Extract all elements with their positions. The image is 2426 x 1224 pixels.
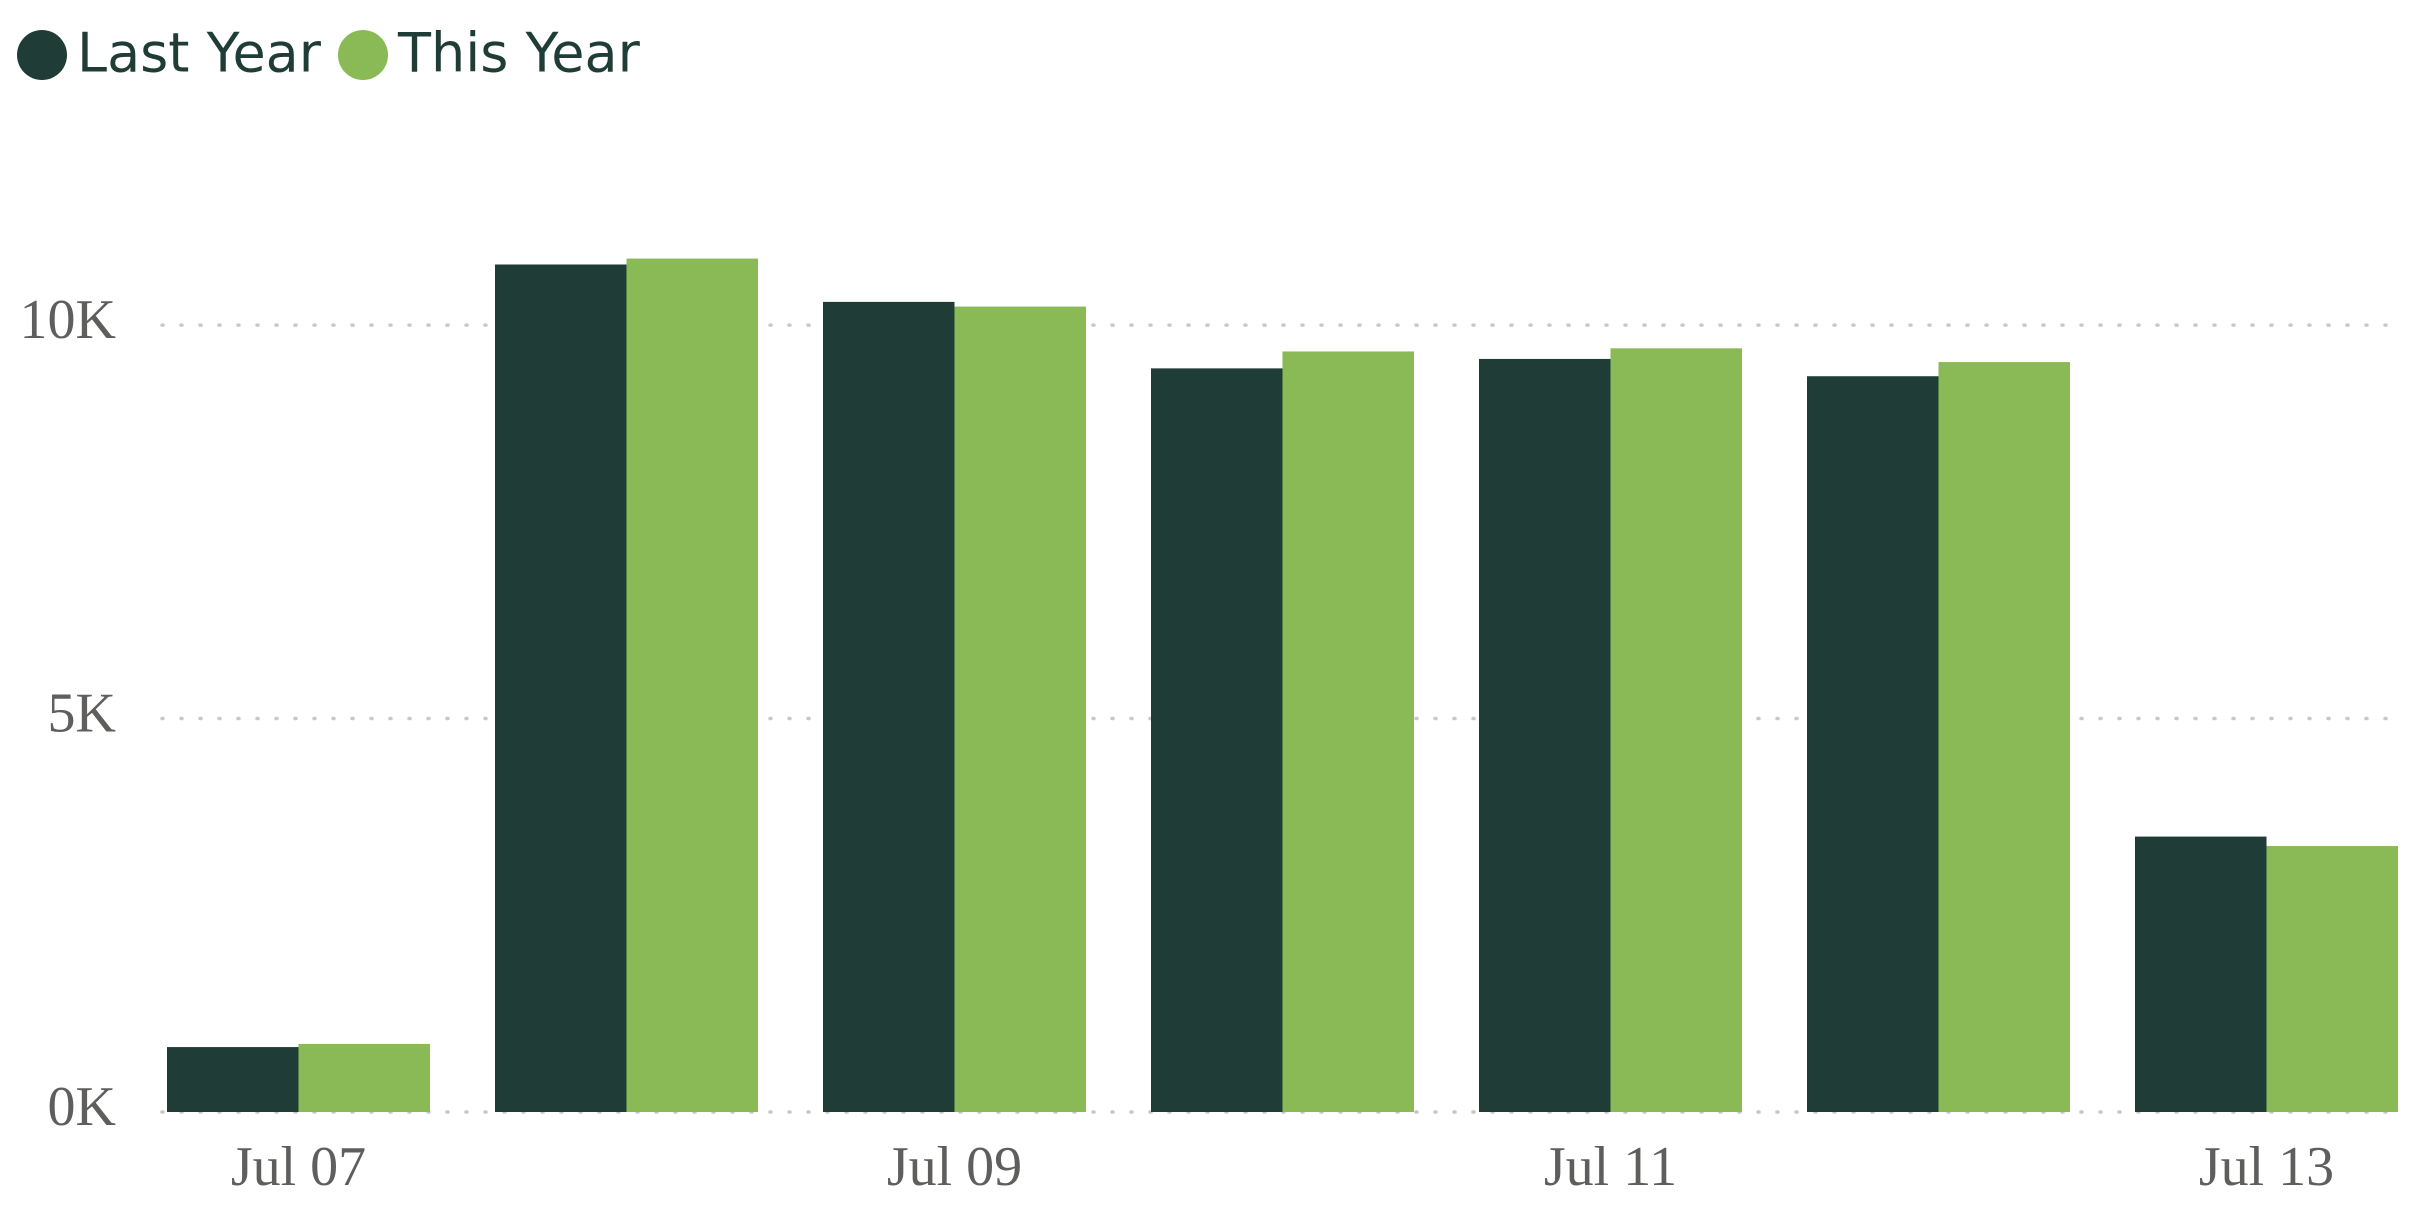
y-tick-label: 5K [48,682,116,744]
bar [1151,368,1283,1112]
x-tick-label: Jul 07 [231,1136,366,1198]
bar [954,306,1086,1112]
bar [1938,362,2070,1112]
bar [1282,351,1414,1112]
bar [1479,358,1611,1112]
bar [1610,348,1742,1112]
y-tick-label: 0K [48,1076,116,1138]
bar [2135,836,2267,1112]
bar [1807,376,1939,1112]
x-tick-label: Jul 11 [1544,1136,1677,1198]
bar [626,258,758,1112]
x-tick-label: Jul 09 [887,1136,1022,1198]
bar [495,264,627,1113]
bar [167,1047,299,1112]
bar [823,301,955,1113]
bar [298,1043,430,1112]
legend-label: Last Year [77,22,322,85]
x-tick-label: Jul 13 [2199,1136,2334,1198]
bar [2266,846,2398,1112]
legend-label: This Year [397,22,641,85]
y-tick-label: 10K [20,289,116,351]
legend-marker [17,30,67,80]
legend-marker [337,30,388,80]
